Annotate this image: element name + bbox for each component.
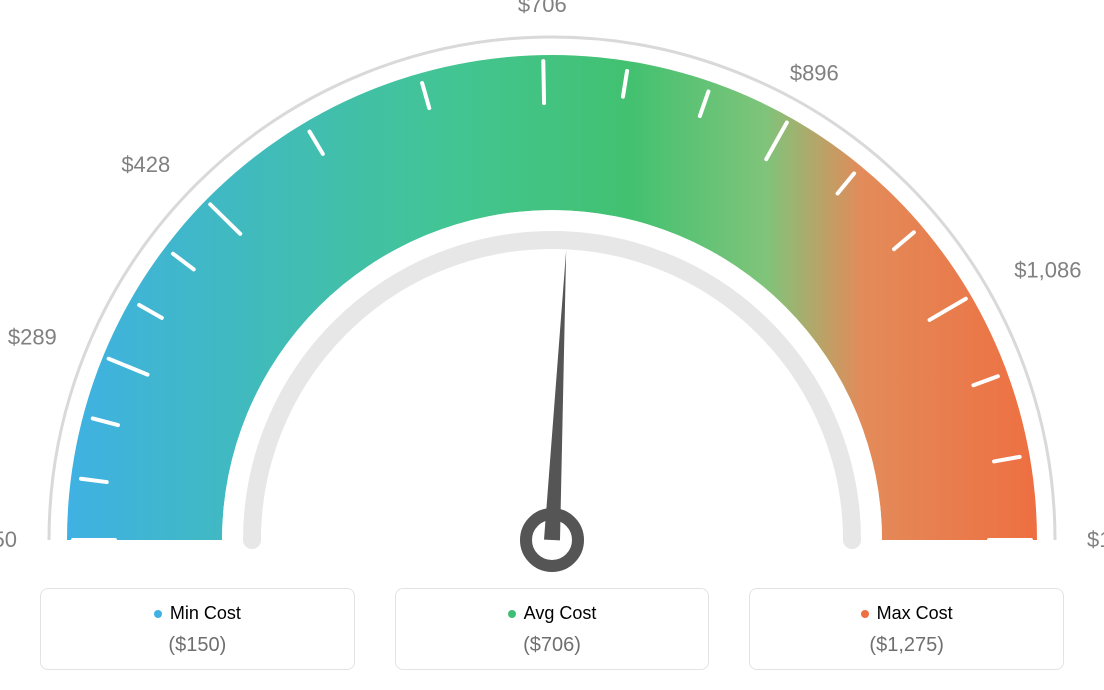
legend-value: ($706) — [406, 634, 699, 657]
svg-text:$289: $289 — [8, 325, 57, 350]
legend-row: Min Cost ($150) Avg Cost ($706) Max Cost… — [0, 588, 1104, 670]
svg-text:$150: $150 — [0, 527, 17, 552]
gauge-svg: $150 $289 $428 $706 $896 $1,086 $1,275 — [0, 0, 1104, 600]
svg-text:$428: $428 — [121, 152, 170, 177]
legend-card-max: Max Cost ($1,275) — [749, 588, 1064, 670]
svg-text:$706: $706 — [518, 0, 567, 17]
legend-value: ($1,275) — [760, 634, 1053, 657]
dot-icon — [508, 610, 516, 618]
cost-gauge-chart: $150 $289 $428 $706 $896 $1,086 $1,275 Min Cos… — [0, 0, 1104, 690]
legend-card-min: Min Cost ($150) — [40, 588, 355, 670]
legend-card-avg: Avg Cost ($706) — [395, 588, 710, 670]
legend-title-label: Avg Cost — [524, 603, 597, 624]
legend-value: ($150) — [51, 634, 344, 657]
svg-text:$1,086: $1,086 — [1014, 258, 1081, 283]
dot-icon — [861, 610, 869, 618]
svg-text:$896: $896 — [790, 61, 839, 86]
legend-title-label: Max Cost — [877, 603, 953, 624]
svg-text:$1,275: $1,275 — [1087, 527, 1104, 552]
legend-title-label: Min Cost — [170, 603, 241, 624]
dot-icon — [154, 610, 162, 618]
